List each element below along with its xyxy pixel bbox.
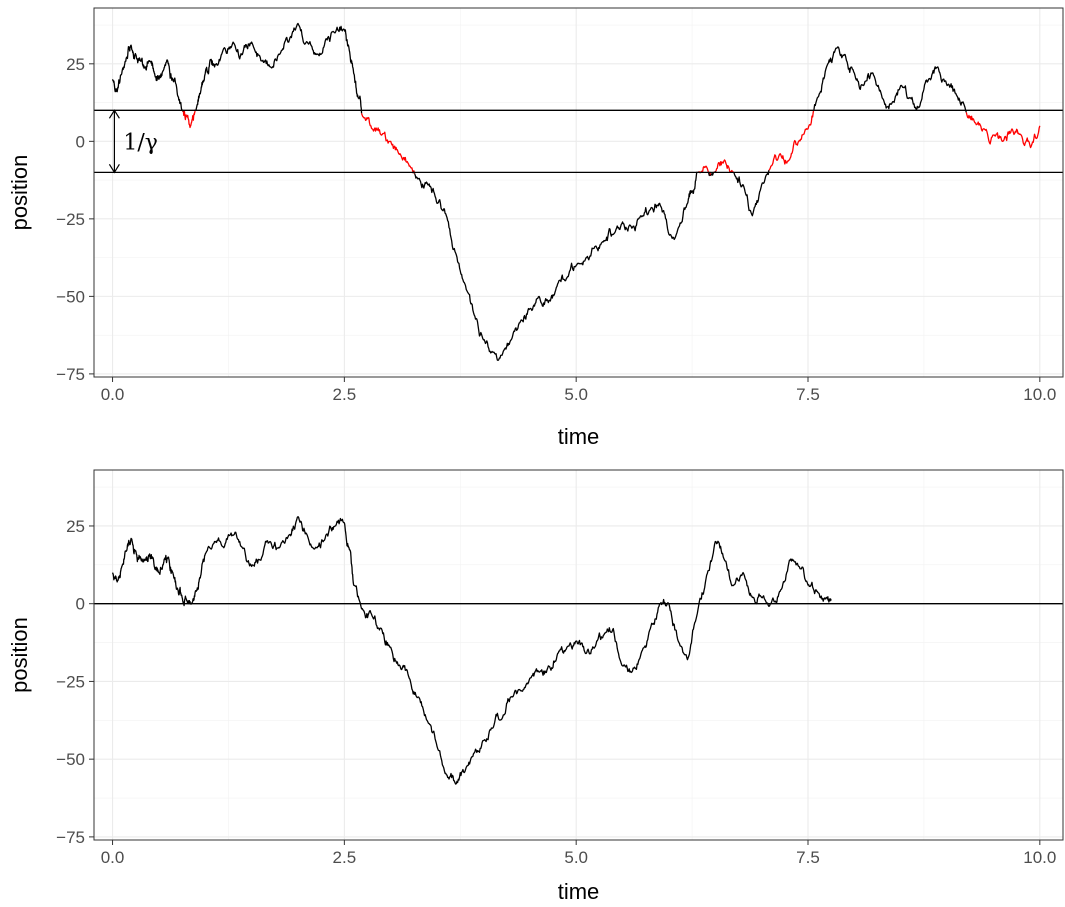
chart-panel-2: 0.0 2.5 5.0 7.5 10.0 25 0 −25 −50 −75 time position — [7, 469, 1064, 904]
plot-background — [94, 8, 1063, 377]
series-path-group — [111, 515, 832, 785]
x-tick-label: 2.5 — [333, 385, 357, 404]
y-tick-label: −25 — [56, 210, 85, 229]
series-line-highlight — [700, 165, 710, 174]
x-tick-label: 10.0 — [1023, 385, 1056, 404]
annotation-label: 1/γ — [123, 130, 158, 155]
y-axis-title: position — [7, 155, 32, 231]
x-tick-label: 5.0 — [564, 848, 588, 867]
series-line-highlight — [182, 109, 196, 129]
series-line — [111, 44, 183, 112]
series-path-group — [111, 22, 1041, 362]
series-line — [733, 170, 770, 217]
y-axis-title: position — [7, 617, 32, 693]
x-tick-label: 0.0 — [101, 848, 125, 867]
series-line-highlight — [360, 113, 414, 174]
y-tick-label: −25 — [56, 672, 85, 691]
x-tick-label: 10.0 — [1023, 848, 1056, 867]
series-line — [413, 171, 698, 362]
series-line-highlight — [965, 112, 1041, 149]
y-tick-label: 25 — [66, 517, 85, 536]
x-tick-label: 2.5 — [333, 848, 357, 867]
plot-frame — [93, 7, 1064, 378]
y-tick-label: 0 — [76, 595, 85, 614]
arrowhead-up-icon — [108, 109, 120, 119]
plot-background — [94, 470, 1063, 840]
y-tick-label: −75 — [56, 365, 85, 384]
y-tick-label: 0 — [76, 132, 85, 151]
plot-frame — [93, 469, 1064, 841]
arrowhead-down-icon — [108, 164, 120, 174]
y-tick-label: 25 — [66, 55, 85, 74]
y-tick-label: −75 — [56, 828, 85, 847]
series-line — [111, 515, 832, 785]
series-line — [195, 22, 363, 114]
chart-panel-1: 1/γ 0.0 2.5 5.0 7.5 10.0 25 0 −25 −50 −75 time posit… — [7, 7, 1064, 449]
x-tick-label: 7.5 — [796, 848, 820, 867]
y-tick-label: −50 — [56, 750, 85, 769]
series-line — [813, 46, 967, 113]
x-tick-label: 7.5 — [796, 385, 820, 404]
x-axis-title: time — [558, 879, 600, 904]
x-tick-label: 5.0 — [564, 385, 588, 404]
y-tick-label: −50 — [56, 287, 85, 306]
x-axis-title: time — [558, 424, 600, 449]
series-line-highlight — [768, 109, 815, 171]
x-tick-label: 0.0 — [101, 385, 125, 404]
